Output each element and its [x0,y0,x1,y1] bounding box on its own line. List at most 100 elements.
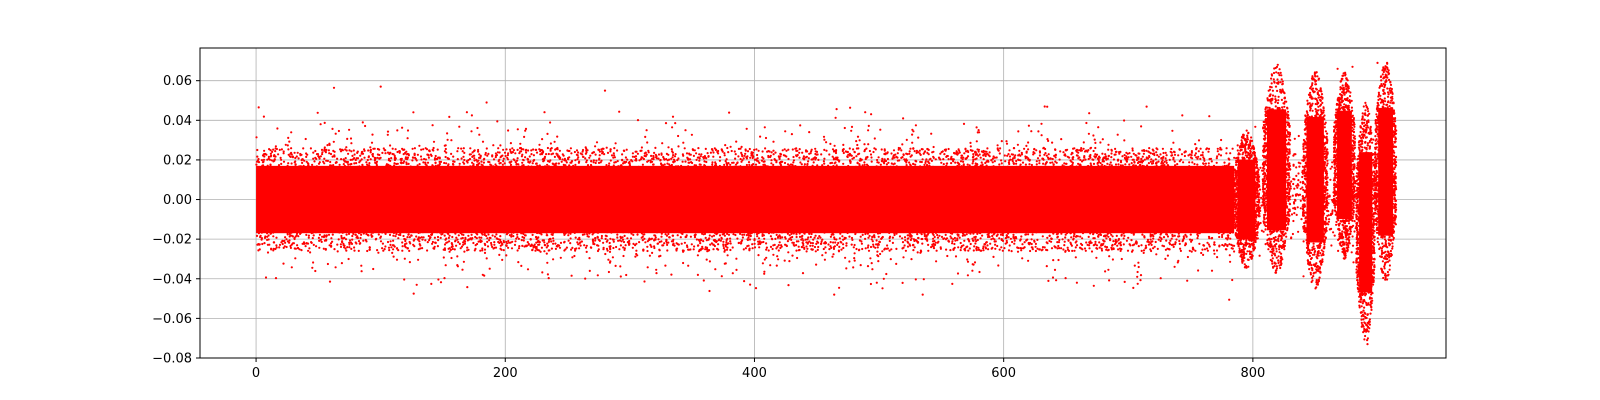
data-point [737,241,740,245]
data-point [1091,158,1094,161]
data-point [706,152,709,155]
data-point [744,227,747,230]
data-points-layer [255,61,1398,346]
data-point [592,159,596,162]
data-point [351,230,355,233]
data-point [868,149,872,153]
data-point [615,245,618,249]
data-point [474,235,477,239]
data-point [1133,226,1137,229]
data-point [1005,142,1009,145]
data-point [1097,230,1101,233]
data-point [472,168,475,171]
data-point [923,170,926,173]
data-point [640,156,643,159]
data-point [772,153,775,156]
data-point [1170,237,1173,240]
data-point [474,228,477,231]
data-point [1018,228,1021,231]
data-point [573,150,577,154]
data-point [891,241,895,244]
data-point [639,158,643,161]
data-point [1145,246,1148,249]
data-point [1092,134,1095,137]
data-point [1092,149,1095,153]
data-point [883,148,886,151]
data-point [397,170,400,173]
data-point [694,164,698,167]
data-point [354,233,357,236]
data-point [1148,154,1151,158]
data-point [825,229,828,233]
data-point [765,246,769,249]
data-point [315,245,318,248]
data-point [742,165,745,169]
data-point [1022,167,1025,170]
data-point [779,162,782,166]
data-point [807,160,810,163]
data-point [404,156,407,159]
data-point [783,167,786,170]
data-point [263,242,266,245]
data-point [408,261,411,264]
data-point [912,227,915,230]
data-point [559,256,562,259]
data-point [828,153,831,156]
data-point [323,157,326,160]
data-point [810,148,813,151]
data-point [1080,147,1083,150]
data-point [745,127,748,130]
data-point [598,228,601,231]
data-point [604,237,607,240]
data-point [879,252,882,256]
data-point [666,162,669,165]
data-point [763,160,766,163]
data-point [1140,249,1143,252]
data-point [631,152,635,155]
data-point [1202,162,1205,165]
data-point [995,229,998,232]
data-point [1119,161,1123,164]
data-point [1171,166,1175,169]
data-point [707,238,710,241]
data-point [923,166,927,169]
data-point [392,248,395,251]
data-point [1213,252,1216,255]
data-point [805,245,808,248]
data-point [1106,162,1109,165]
data-point [942,228,945,231]
data-point [269,164,272,167]
data-point [359,236,362,240]
data-point [598,154,601,157]
data-point [834,116,837,119]
data-point [457,228,460,231]
data-point [851,238,854,241]
data-point [1165,239,1168,242]
data-point [349,137,353,140]
data-point [819,236,822,239]
data-point [333,248,336,251]
data-point [332,164,335,167]
data-point [422,236,425,239]
data-point [784,243,787,246]
data-point [876,246,879,249]
data-point [779,155,782,158]
data-point [1150,158,1153,161]
data-point [556,135,559,138]
data-point [587,235,590,238]
data-point [643,233,646,236]
data-point [832,247,836,250]
data-point [1225,152,1228,155]
data-point [993,160,996,163]
data-point [1155,164,1158,167]
data-point [806,162,809,166]
data-point [436,227,439,231]
data-point [1094,153,1097,156]
data-point [1095,153,1099,156]
data-point [1045,241,1048,244]
data-point [954,161,957,164]
data-point [729,237,732,240]
data-point [493,241,496,244]
data-point [445,227,448,231]
data-point [396,150,399,154]
